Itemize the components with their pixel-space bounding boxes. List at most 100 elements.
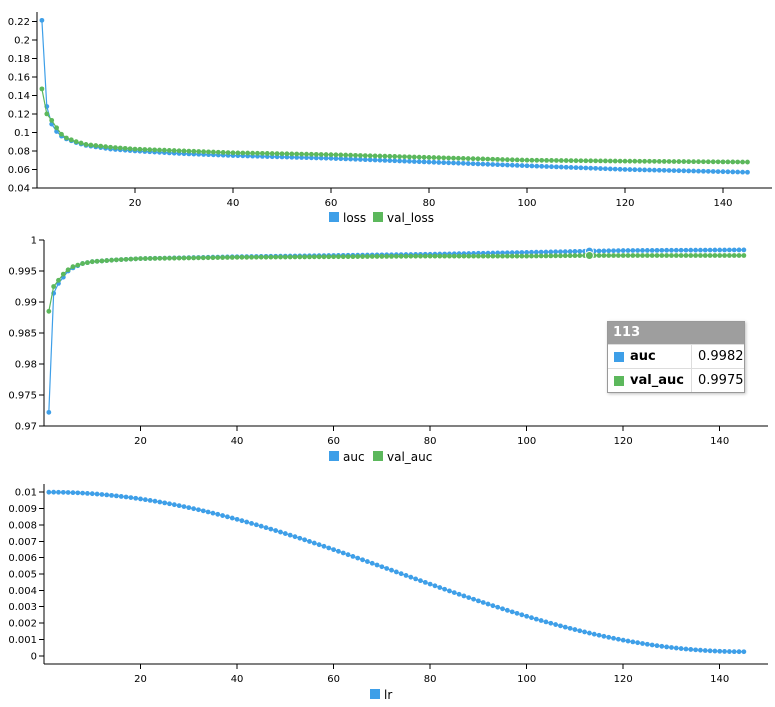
data-point-lr [495, 604, 501, 610]
data-point-loss [387, 158, 393, 163]
legend-label-auc: auc [343, 450, 365, 464]
data-point-lr [104, 492, 110, 498]
data-point-val_loss [598, 158, 603, 164]
data-point-val_loss [362, 153, 368, 159]
data-point-loss [475, 161, 481, 167]
data-point-auc [567, 249, 573, 254]
data-point-lr [70, 490, 76, 496]
x-tick-label: 140 [713, 198, 732, 209]
data-point-val_auc [176, 255, 182, 261]
data-point-lr [403, 573, 409, 578]
data-point-lr [384, 566, 390, 571]
data-point-val_auc [123, 256, 129, 262]
data-point-auc [741, 247, 747, 253]
data-point-loss [505, 162, 510, 168]
data-point-lr [529, 615, 534, 621]
data-point-val_loss [642, 158, 647, 164]
data-point-loss [745, 169, 750, 175]
data-point-val_loss [451, 155, 456, 161]
data-point-auc [543, 249, 549, 255]
data-point-val_loss [171, 148, 177, 153]
data-point-lr [152, 498, 158, 504]
x-tick-label: 80 [424, 674, 437, 685]
data-point-loss [588, 165, 594, 171]
data-point-val_auc [717, 253, 723, 258]
data-point-val_auc [234, 254, 240, 260]
data-point-auc [625, 248, 631, 253]
data-point-loss [323, 155, 329, 161]
data-point-val_auc [427, 253, 433, 259]
data-point-val_loss [573, 158, 579, 164]
data-point-auc [669, 247, 674, 253]
data-point-val_loss [191, 148, 197, 154]
y-tick-label: 1 [31, 236, 37, 247]
data-point-loss [309, 155, 314, 161]
data-point-auc [615, 248, 621, 254]
data-point-val_auc [630, 253, 636, 258]
data-point-val_loss [745, 159, 750, 165]
data-point-val_auc [307, 254, 312, 260]
data-point-lr [688, 647, 694, 652]
data-point-lr [210, 510, 216, 516]
data-point-val_loss [211, 149, 216, 155]
data-point-auc [726, 247, 732, 253]
data-point-lr [133, 495, 139, 501]
x-tick-label: 60 [325, 198, 338, 209]
data-point-lr [644, 641, 650, 647]
data-point-val_auc [669, 253, 674, 258]
data-point-auc [649, 247, 655, 253]
data-point-lr [99, 492, 105, 497]
data-point-loss [735, 169, 741, 175]
tooltip-name-val-auc: val_auc [630, 373, 684, 388]
data-point-lr [229, 515, 235, 521]
data-point-loss [563, 164, 569, 170]
data-point-loss [446, 160, 451, 166]
data-point-val_loss [519, 157, 525, 163]
data-point-val_loss [88, 142, 94, 148]
data-point-lr [625, 638, 631, 644]
data-point-val_loss [318, 152, 324, 157]
data-point-lr [543, 619, 549, 625]
data-point-val_loss [593, 158, 598, 164]
data-point-auc [538, 249, 544, 255]
data-point-lr [524, 613, 530, 619]
data-point-loss [701, 168, 706, 174]
data-point-val_loss [201, 149, 207, 155]
y-tick-label: 0.99 [15, 298, 37, 309]
legend-swatch-val_auc [373, 451, 383, 461]
data-point-auc [722, 247, 727, 253]
data-point-loss [456, 160, 461, 166]
data-point-val_auc [640, 253, 645, 258]
data-point-val_loss [284, 151, 290, 157]
data-point-val_loss [686, 159, 692, 165]
data-point-val_loss [563, 158, 569, 163]
data-point-val_auc [302, 254, 308, 260]
data-point-lr [239, 518, 245, 524]
data-point-val_auc [519, 253, 525, 259]
data-point-lr [215, 511, 221, 517]
data-point-loss [490, 162, 496, 167]
data-point-lr [717, 648, 723, 654]
data-point-val_auc [442, 253, 448, 259]
data-point-val_auc [389, 253, 394, 259]
data-point-lr [698, 647, 703, 653]
data-point-val_loss [402, 154, 407, 160]
x-tick-label: 120 [615, 198, 634, 209]
data-point-val_auc [196, 255, 201, 261]
data-point-lr [712, 648, 718, 654]
x-tick-label: 60 [327, 674, 340, 685]
data-point-val_loss [98, 143, 104, 149]
data-point-lr [722, 649, 727, 654]
data-point-val_auc [698, 253, 703, 258]
data-point-val_auc [693, 253, 698, 258]
data-point-loss [598, 166, 603, 171]
data-point-loss [392, 158, 398, 164]
x-tick-label: 40 [227, 198, 240, 209]
data-point-val_loss [539, 157, 545, 163]
data-point-lr [707, 648, 713, 654]
data-point-auc [712, 247, 718, 253]
data-point-val_auc [558, 253, 563, 259]
data-point-val_loss [666, 159, 672, 164]
data-point-loss [397, 158, 402, 164]
data-point-val_auc [278, 254, 283, 260]
